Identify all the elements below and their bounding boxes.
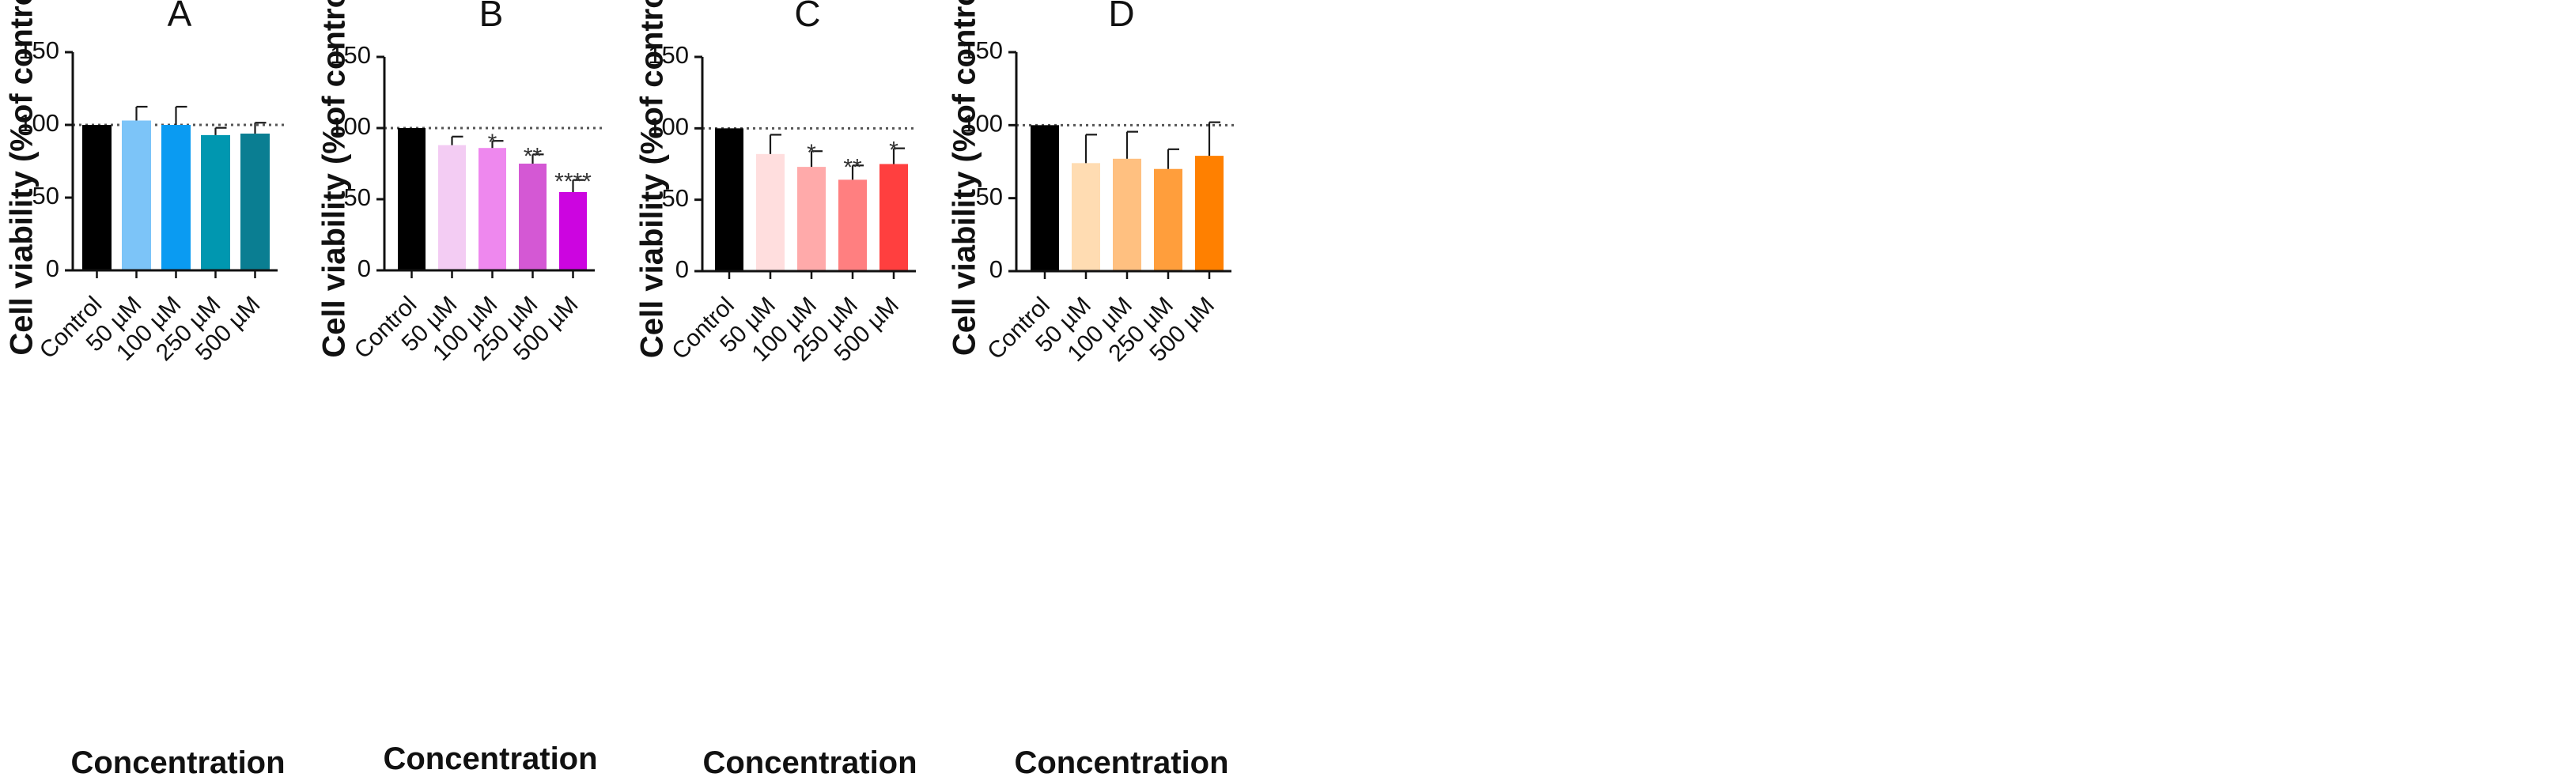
chart-panel-a: A Cell viability (%of control) Concentrati… bbox=[5, 0, 286, 780]
significance-label-2: * bbox=[488, 130, 497, 156]
bar-1 bbox=[1072, 163, 1100, 271]
panel-letter: C bbox=[794, 0, 820, 34]
y-axis-label: Cell viability (%of control) bbox=[635, 0, 670, 358]
bar-4 bbox=[559, 192, 587, 270]
panel-letter: A bbox=[168, 0, 192, 34]
y-axis-label: Cell viability (%of control) bbox=[948, 0, 982, 356]
y-tick-label-2: 100 bbox=[330, 112, 371, 140]
significance-label-4: **** bbox=[554, 169, 592, 195]
chart-panel-d: D Cell viability (%of control) Concentrati… bbox=[948, 0, 1235, 780]
y-tick-label-0: 0 bbox=[357, 255, 371, 282]
y-tick-label-3: 150 bbox=[962, 36, 1003, 64]
x-axis-label: Concentration bbox=[702, 745, 917, 780]
y-tick-label-1: 50 bbox=[32, 182, 59, 209]
y-axis-label: Cell viability (%of control) bbox=[5, 0, 40, 356]
bar-2 bbox=[479, 148, 506, 270]
y-tick-label-1: 50 bbox=[344, 183, 371, 211]
significance-label-2: * bbox=[807, 140, 816, 166]
bar-4 bbox=[879, 164, 908, 271]
y-tick-label-3: 150 bbox=[330, 41, 371, 69]
significance-label-4: * bbox=[889, 138, 898, 164]
panel-letter: D bbox=[1108, 0, 1134, 34]
bar-0 bbox=[715, 128, 743, 271]
bar-0 bbox=[82, 125, 112, 270]
bar-0 bbox=[398, 128, 426, 270]
y-tick-label-2: 100 bbox=[18, 109, 59, 137]
y-tick-label-1: 50 bbox=[662, 184, 689, 212]
chart-panel-c: C Cell viability (%of control) Concentrati… bbox=[635, 0, 917, 780]
y-axis-label: Cell viability (%of control) bbox=[317, 0, 352, 358]
bar-3 bbox=[838, 179, 867, 271]
bar-1 bbox=[756, 153, 785, 271]
x-axis-label: Concentration bbox=[70, 745, 285, 780]
x-axis-label: Concentration bbox=[383, 741, 597, 776]
chart-panel-b: B Cell viability (%of control) Concentrati… bbox=[317, 0, 603, 776]
bar-1 bbox=[438, 145, 466, 270]
significance-label-3: ** bbox=[843, 154, 862, 180]
bar-0 bbox=[1031, 125, 1059, 271]
bar-4 bbox=[240, 134, 270, 270]
y-tick-label-3: 150 bbox=[648, 41, 689, 69]
bar-2 bbox=[161, 125, 191, 270]
panel-letter: B bbox=[479, 0, 504, 34]
x-axis-label: Concentration bbox=[1014, 745, 1228, 780]
bar-2 bbox=[1113, 158, 1141, 271]
y-tick-label-0: 0 bbox=[675, 255, 689, 283]
bar-3 bbox=[201, 134, 230, 270]
bar-2 bbox=[797, 167, 826, 271]
y-tick-label-3: 150 bbox=[18, 36, 59, 64]
bar-3 bbox=[1154, 168, 1182, 271]
bar-4 bbox=[1195, 156, 1224, 271]
bar-3 bbox=[519, 164, 547, 270]
y-tick-label-1: 50 bbox=[976, 183, 1003, 210]
significance-label-3: ** bbox=[524, 143, 543, 169]
bar-1 bbox=[122, 120, 151, 270]
y-tick-label-0: 0 bbox=[46, 255, 59, 282]
y-tick-label-0: 0 bbox=[989, 255, 1003, 283]
y-tick-label-2: 100 bbox=[648, 113, 689, 141]
y-tick-label-2: 100 bbox=[962, 110, 1003, 138]
